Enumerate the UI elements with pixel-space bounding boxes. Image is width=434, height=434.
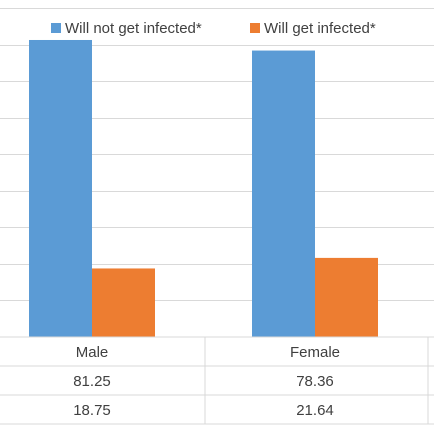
data-table: Male Female 81.25 78.36 18.75 21.64 (0, 336, 434, 425)
bar-female-series-1 (315, 257, 378, 337)
bar-female-series-0 (252, 50, 315, 338)
legend: Will not get infected* Will get infected… (51, 20, 376, 37)
table-cell-male-not-infected: 81.25 (73, 373, 111, 390)
bars (29, 39, 378, 338)
bar-male-series-1 (92, 268, 155, 337)
legend-swatch-will-get-infected (250, 23, 260, 33)
bar-male-series-0 (29, 39, 92, 337)
table-cell-male-infected: 18.75 (73, 402, 111, 419)
category-label-male: Male (76, 344, 109, 361)
table-cell-female-not-infected: 78.36 (296, 373, 334, 390)
category-label-female: Female (290, 344, 340, 361)
legend-label-will-get-infected: Will get infected* (264, 20, 376, 37)
table-cell-female-infected: 21.64 (296, 402, 334, 419)
legend-label-will-not-get-infected: Will not get infected* (65, 20, 202, 37)
legend-swatch-will-not-get-infected (51, 23, 61, 33)
